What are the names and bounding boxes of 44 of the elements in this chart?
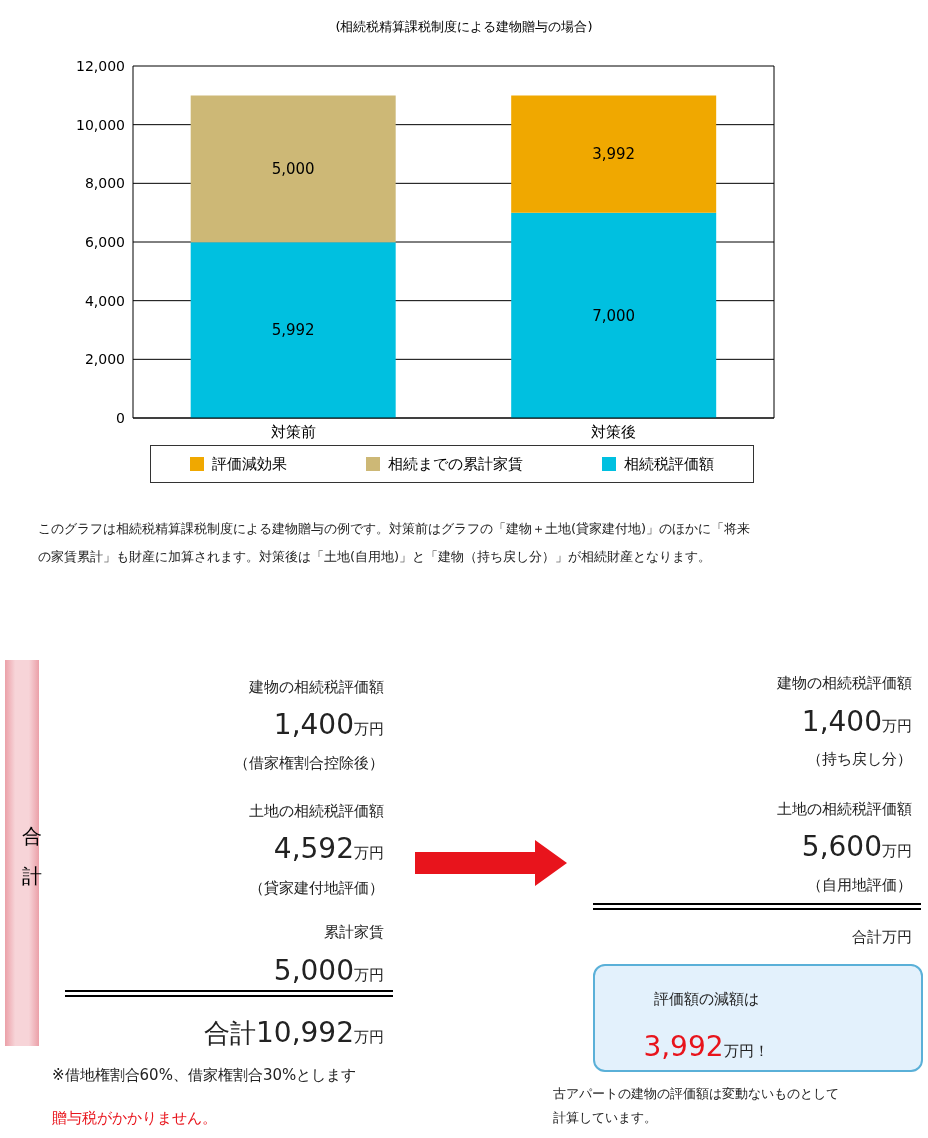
x-tick-label: 対策前: [270, 422, 316, 441]
text: 土地の相続税評価額: [249, 802, 384, 820]
text: （持ち戻し分）: [807, 750, 912, 768]
text: 5,600万円: [801, 830, 912, 863]
text: 1,400万円: [273, 708, 384, 741]
text: 評価額の減額は: [653, 990, 759, 1008]
text: 累計家賃: [324, 923, 384, 941]
legend-label: 評価減効果: [211, 454, 288, 474]
text: 贈与税がかかりません。: [52, 1109, 217, 1127]
data-label: 7,000: [592, 306, 636, 325]
text: （貸家建付地評価）: [249, 879, 384, 897]
text: （借家権割合控除後）: [234, 754, 384, 772]
x-tick-label: 対策後: [591, 422, 637, 441]
bar: [190, 242, 396, 418]
bar: [511, 95, 717, 213]
y-tick-label: 6,000: [84, 233, 125, 250]
y-tick-label: 8,000: [84, 175, 125, 192]
data-label: 3,992: [592, 145, 636, 164]
text: 合計10,992万円: [204, 1016, 384, 1049]
y-tick-label: 12,000: [76, 57, 125, 74]
text: ※借地権割合60%、借家権割合30%とします: [52, 1066, 357, 1084]
text: 4,592万円: [273, 832, 384, 865]
text: 建物の相続税評価額: [249, 678, 384, 696]
text: このグラフは相続税精算課税制度による建物贈与の例です。対策前はグラフの「建物＋土地(貸家建付地)」のほかに「将来の家賃累計」も財産に加算されます。対策後は「土地(自用地)」と「建物（持ち戻し分）」が相続財産となります。: [38, 520, 752, 566]
text: 合計: [22, 823, 42, 890]
data-label: 5,992: [271, 321, 315, 340]
text: 建物の相続税評価額: [777, 674, 912, 692]
legend-label: 相続税評価額: [622, 454, 714, 474]
text: 5,000万円: [273, 954, 384, 987]
text: 3,992万円！: [643, 1030, 769, 1063]
text: 土地の相続税評価額: [777, 800, 912, 818]
bar: [190, 95, 396, 243]
y-tick-label: 0: [116, 409, 125, 426]
legend-label: 相続までの累計家賃: [387, 454, 523, 474]
text: （自用地評価）: [807, 876, 912, 894]
text: 古アパートの建物の評価額は変動ないものとして計算しています。: [553, 1085, 840, 1127]
y-tick-label: 4,000: [84, 292, 125, 309]
text: 合計万円: [852, 928, 912, 946]
text: 1,400万円: [801, 705, 912, 738]
y-tick-label: 10,000: [76, 116, 125, 133]
chart-title: (相続税精算課税制度による建物贈与の場合): [334, 18, 594, 36]
bar: [511, 212, 717, 418]
y-tick-label: 2,000: [84, 351, 125, 368]
data-label: 5,000: [271, 160, 315, 179]
